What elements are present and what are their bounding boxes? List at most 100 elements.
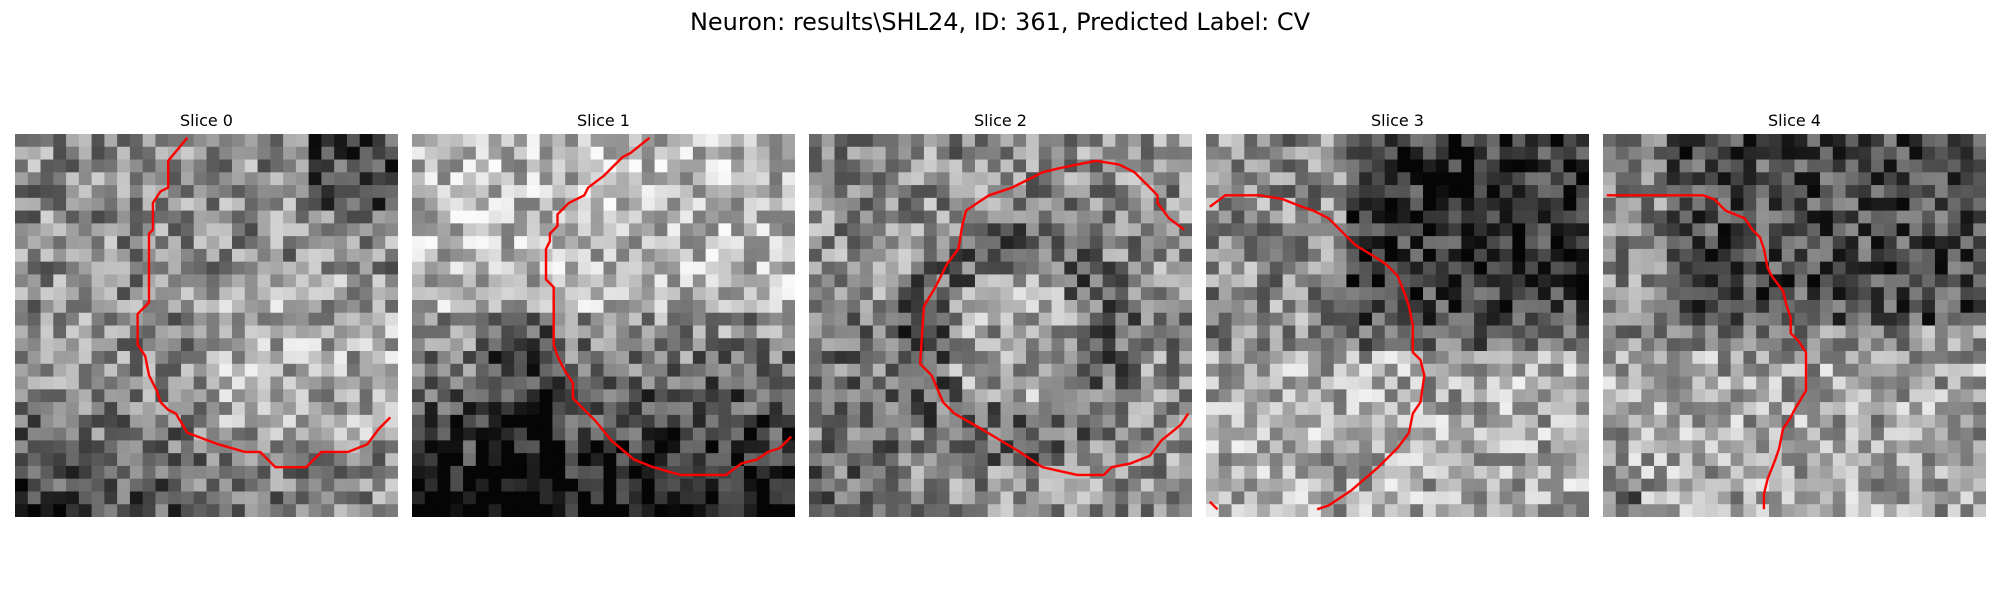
pixel <box>1807 287 1820 300</box>
pixel <box>1846 491 1859 504</box>
pixel <box>1128 313 1141 326</box>
pixel <box>1960 428 1973 441</box>
pixel <box>219 249 232 262</box>
pixel <box>898 287 911 300</box>
pixel <box>744 185 757 198</box>
pixel <box>1461 415 1474 428</box>
pixel <box>1270 402 1283 415</box>
pixel <box>1820 147 1833 160</box>
pixel <box>155 491 168 504</box>
pixel <box>578 491 591 504</box>
pixel <box>1219 134 1232 147</box>
pixel <box>680 338 693 351</box>
pixel <box>309 236 322 249</box>
pixel <box>1026 491 1039 504</box>
pixel <box>1077 249 1090 262</box>
pixel <box>1782 479 1795 492</box>
pixel <box>873 504 886 517</box>
pixel <box>385 338 398 351</box>
pixel <box>1782 147 1795 160</box>
pixel <box>117 249 130 262</box>
pixel <box>1897 185 1910 198</box>
pixel <box>476 440 489 453</box>
pixel <box>1179 338 1192 351</box>
pixel <box>937 160 950 173</box>
pixel <box>578 338 591 351</box>
pixel <box>1295 185 1308 198</box>
pixel <box>1372 211 1385 224</box>
pixel <box>1807 428 1820 441</box>
pixel <box>1641 236 1654 249</box>
pixel <box>1001 134 1014 147</box>
pixel <box>1257 338 1270 351</box>
pixel <box>1833 389 1846 402</box>
pixel <box>1756 274 1769 287</box>
pixel <box>372 377 385 390</box>
pixel <box>425 440 438 453</box>
pixel <box>1385 236 1398 249</box>
pixel <box>552 377 565 390</box>
pixel <box>1039 185 1052 198</box>
pixel <box>1884 287 1897 300</box>
pixel <box>680 402 693 415</box>
pixel <box>334 415 347 428</box>
pixel <box>1166 300 1179 313</box>
pixel <box>1718 338 1731 351</box>
pixel <box>1525 223 1538 236</box>
pixel <box>1782 274 1795 287</box>
pixel <box>296 415 309 428</box>
pixel <box>1871 415 1884 428</box>
pixel <box>372 287 385 300</box>
pixel <box>1449 236 1462 249</box>
pixel <box>1321 274 1334 287</box>
pixel <box>1232 326 1245 339</box>
pixel <box>1667 211 1680 224</box>
pixel <box>1782 491 1795 504</box>
pixel <box>1756 402 1769 415</box>
pixel <box>92 491 105 504</box>
pixel <box>949 377 962 390</box>
pixel <box>372 211 385 224</box>
pixel <box>92 198 105 211</box>
pixel <box>1884 428 1897 441</box>
pixel <box>1820 185 1833 198</box>
pixel <box>1692 262 1705 275</box>
pixel <box>1244 287 1257 300</box>
pixel <box>1283 415 1296 428</box>
pixel <box>1820 402 1833 415</box>
pixel <box>1833 491 1846 504</box>
pixel <box>1743 287 1756 300</box>
pixel <box>1219 402 1232 415</box>
pixel <box>1667 326 1680 339</box>
pixel <box>1667 415 1680 428</box>
pixel <box>321 274 334 287</box>
pixel <box>1922 466 1935 479</box>
pixel <box>219 453 232 466</box>
pixel <box>847 415 860 428</box>
pixel <box>1206 262 1219 275</box>
pixel <box>181 504 194 517</box>
pixel <box>1795 198 1808 211</box>
pixel <box>412 262 425 275</box>
pixel <box>731 134 744 147</box>
pixel <box>1641 326 1654 339</box>
pixel <box>425 274 438 287</box>
pixel <box>1219 389 1232 402</box>
pixel <box>782 160 795 173</box>
pixel <box>168 351 181 364</box>
pixel <box>604 453 617 466</box>
pixel <box>1667 236 1680 249</box>
pixel <box>1064 326 1077 339</box>
pixel <box>194 185 207 198</box>
pixel <box>1960 389 1973 402</box>
pixel <box>757 300 770 313</box>
pixel <box>79 364 92 377</box>
pixel <box>1321 172 1334 185</box>
pixel <box>1551 440 1564 453</box>
pixel <box>731 198 744 211</box>
pixel <box>1372 172 1385 185</box>
pixel <box>578 262 591 275</box>
pixel <box>1782 160 1795 173</box>
pixel-grid <box>1603 134 1986 517</box>
pixel <box>1512 389 1525 402</box>
